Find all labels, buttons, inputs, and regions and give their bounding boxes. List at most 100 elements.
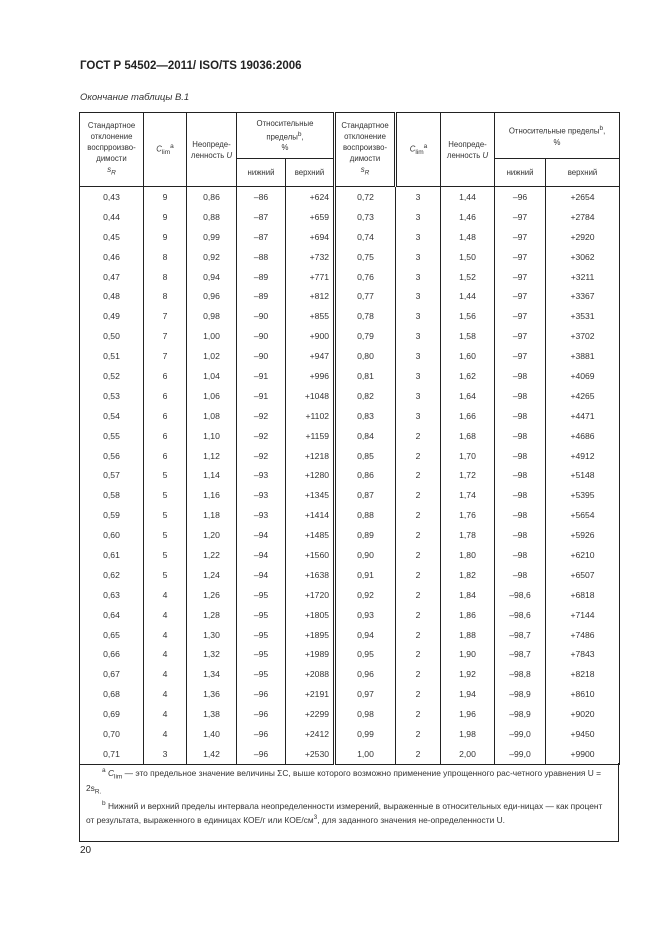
header-upper-left: верхний xyxy=(284,158,337,187)
table-cell: 6 xyxy=(143,385,187,406)
table-cell: 0,82 xyxy=(334,385,397,406)
table-cell: +8610 xyxy=(545,684,621,705)
table-cell: +624 xyxy=(284,186,337,207)
table-cell: 5 xyxy=(143,564,187,585)
table-cell: 1,88 xyxy=(440,624,496,645)
table-cell: 0,43 xyxy=(79,186,144,207)
header-u-left: Неопреде-ленность U xyxy=(186,112,237,187)
table-caption: Окончание таблицы В.1 xyxy=(80,92,190,103)
table-cell: +4471 xyxy=(545,405,621,426)
document-title: ГОСТ Р 54502—2011/ ISO/TS 19036:2006 xyxy=(80,60,302,72)
table-cell: +1485 xyxy=(284,525,337,546)
table-cell: 3 xyxy=(143,743,187,765)
table-cell: 0,47 xyxy=(79,266,144,287)
table-cell: +2530 xyxy=(284,743,337,765)
table-cell: 1,08 xyxy=(186,405,237,426)
table-cell: –90 xyxy=(236,326,286,347)
header-sr-right: Стандартное отклонение воспроизво-димост… xyxy=(333,112,398,187)
table-cell: +3702 xyxy=(545,326,621,347)
table-cell: –95 xyxy=(236,644,286,665)
table-cell: –98 xyxy=(494,385,547,406)
table-cell: +8218 xyxy=(545,664,621,685)
table-cell: –87 xyxy=(236,206,286,227)
table-row: 0,53 6 1,06 –91 +1048 0,82 3 1,64 –98 +4265 xyxy=(79,385,621,406)
table-cell: –90 xyxy=(236,346,286,367)
table-cell: 1,76 xyxy=(440,505,496,526)
table-cell: 2 xyxy=(395,644,442,665)
table-cell: 2 xyxy=(395,465,442,486)
table-cell: +1218 xyxy=(284,445,337,466)
table-cell: 0,88 xyxy=(334,505,397,526)
table-cell: –93 xyxy=(236,505,286,526)
table-cell: –94 xyxy=(236,525,286,546)
table-cell: 2 xyxy=(395,564,442,585)
header-limits-left: Относительные пределыb,% xyxy=(235,112,336,159)
table-cell: 1,46 xyxy=(440,206,496,227)
table-cell: 0,66 xyxy=(79,644,144,665)
table-cell: 2 xyxy=(395,525,442,546)
table-cell: 1,42 xyxy=(186,743,237,765)
table-row: 0,52 6 1,04 –91 +996 0,81 3 1,62 –98 +4069 xyxy=(79,366,621,386)
table-row: 0,57 5 1,14 –93 +1280 0,86 2 1,72 –98 +5148 xyxy=(79,465,621,486)
table-cell: 1,38 xyxy=(186,704,237,725)
table-cell: +4686 xyxy=(545,425,621,446)
table-cell: 1,60 xyxy=(440,346,496,367)
table-cell: +5395 xyxy=(545,485,621,506)
table-cell: 0,53 xyxy=(79,385,144,406)
table-cell: +1159 xyxy=(284,425,337,446)
table-cell: 1,48 xyxy=(440,226,496,247)
table-cell: 0,83 xyxy=(334,405,397,426)
table-cell: –90 xyxy=(236,306,286,327)
table-cell: 0,94 xyxy=(186,266,237,287)
table-cell: 0,98 xyxy=(186,306,237,327)
table-cell: –93 xyxy=(236,465,286,486)
table-cell: 2 xyxy=(395,425,442,446)
table-cell: +4069 xyxy=(545,366,621,386)
table-cell: 0,81 xyxy=(334,366,397,386)
footnotes: a Clim — это предельное значение величин… xyxy=(79,763,619,842)
table-cell: 0,79 xyxy=(334,326,397,347)
table-cell: –98,6 xyxy=(494,584,547,605)
table-cell: 1,66 xyxy=(440,405,496,426)
table-cell: 5 xyxy=(143,525,187,546)
table-row: 0,59 5 1,18 –93 +1414 0,88 2 1,76 –98 +5654 xyxy=(79,505,621,526)
table-cell: –97 xyxy=(494,266,547,287)
table-cell: 0,93 xyxy=(334,604,397,625)
table-cell: 0,75 xyxy=(334,246,397,267)
table-cell: 1,00 xyxy=(186,326,237,347)
table-cell: 1,20 xyxy=(186,525,237,546)
table-cell: 0,86 xyxy=(186,186,237,207)
table-cell: 0,54 xyxy=(79,405,144,426)
table-cell: +771 xyxy=(284,266,337,287)
table-cell: +5148 xyxy=(545,465,621,486)
table-row: 0,58 5 1,16 –93 +1345 0,87 2 1,74 –98 +5395 xyxy=(79,485,621,506)
table-cell: 1,68 xyxy=(440,425,496,446)
table-cell: 0,87 xyxy=(334,485,397,506)
table-cell: 0,78 xyxy=(334,306,397,327)
table-row: 0,71 3 1,42 –96 +2530 1,00 2 2,00 –99,0 +9900 xyxy=(79,743,621,765)
table-row: 0,61 5 1,22 –94 +1560 0,90 2 1,80 –98 +6210 xyxy=(79,545,621,565)
table-cell: 0,74 xyxy=(334,226,397,247)
table-cell: +9450 xyxy=(545,724,621,744)
table-cell: 0,50 xyxy=(79,326,144,347)
table-cell: 3 xyxy=(395,346,442,367)
table-row: 0,44 9 0,88 –87 +659 0,73 3 1,46 –97 +2784 xyxy=(79,206,621,227)
table-cell: 4 xyxy=(143,644,187,665)
table-row: 0,67 4 1,34 –95 +2088 0,96 2 1,92 –98,8 +8218 xyxy=(79,664,621,685)
table-cell: –98 xyxy=(494,405,547,426)
table-cell: 4 xyxy=(143,684,187,705)
table-cell: +3881 xyxy=(545,346,621,367)
table-cell: 0,67 xyxy=(79,664,144,685)
table-cell: 0,77 xyxy=(334,286,397,307)
table-cell: –97 xyxy=(494,206,547,227)
table-cell: +1895 xyxy=(284,624,337,645)
table-cell: 2 xyxy=(395,604,442,625)
table-cell: 7 xyxy=(143,306,187,327)
table-cell: +1805 xyxy=(284,604,337,625)
table-row: 0,51 7 1,02 –90 +947 0,80 3 1,60 –97 +3881 xyxy=(79,346,621,367)
table-cell: 1,78 xyxy=(440,525,496,546)
table-cell: 1,06 xyxy=(186,385,237,406)
table-cell: –88 xyxy=(236,246,286,267)
table-row: 0,48 8 0,96 –89 +812 0,77 3 1,44 –97 +3367 xyxy=(79,286,621,307)
table-cell: +5654 xyxy=(545,505,621,526)
